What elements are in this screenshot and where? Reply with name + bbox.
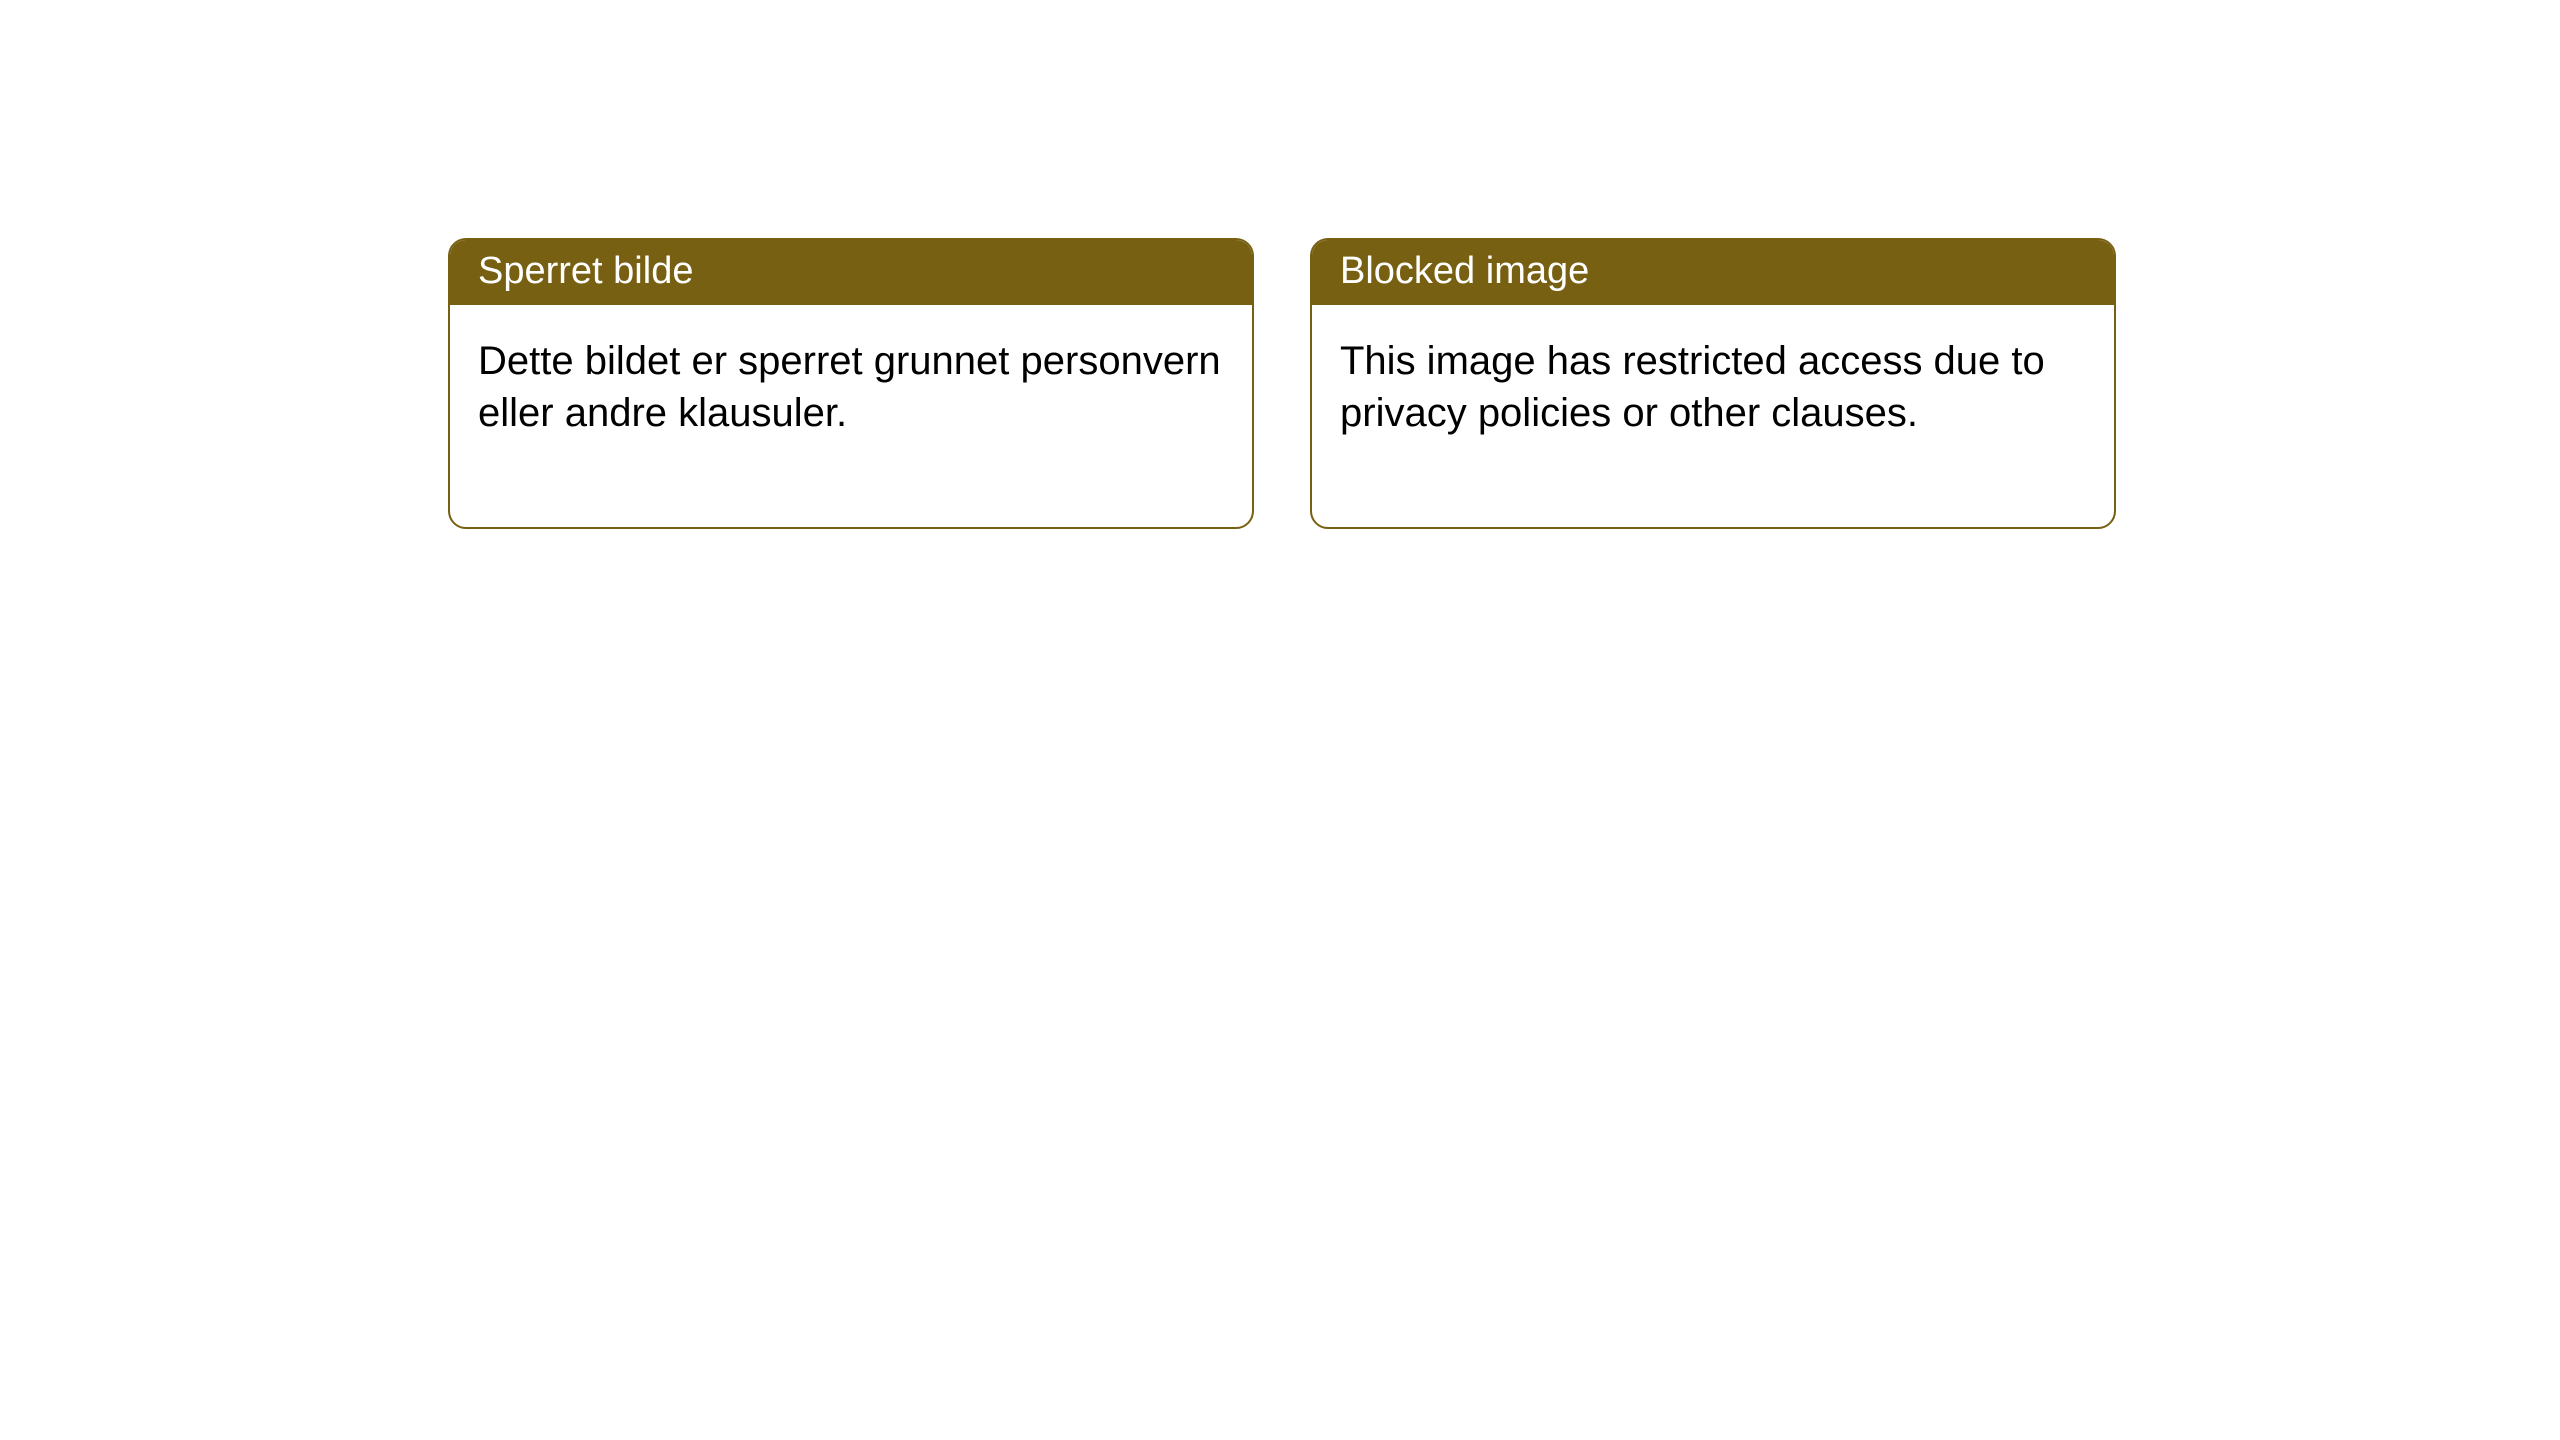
notice-body-norwegian: Dette bildet er sperret grunnet personve… <box>450 305 1252 527</box>
notice-header-norwegian: Sperret bilde <box>450 240 1252 305</box>
notice-header-english: Blocked image <box>1312 240 2114 305</box>
notice-card-english: Blocked image This image has restricted … <box>1310 238 2116 529</box>
notice-card-norwegian: Sperret bilde Dette bildet er sperret gr… <box>448 238 1254 529</box>
notice-body-english: This image has restricted access due to … <box>1312 305 2114 495</box>
notice-container: Sperret bilde Dette bildet er sperret gr… <box>0 0 2560 529</box>
